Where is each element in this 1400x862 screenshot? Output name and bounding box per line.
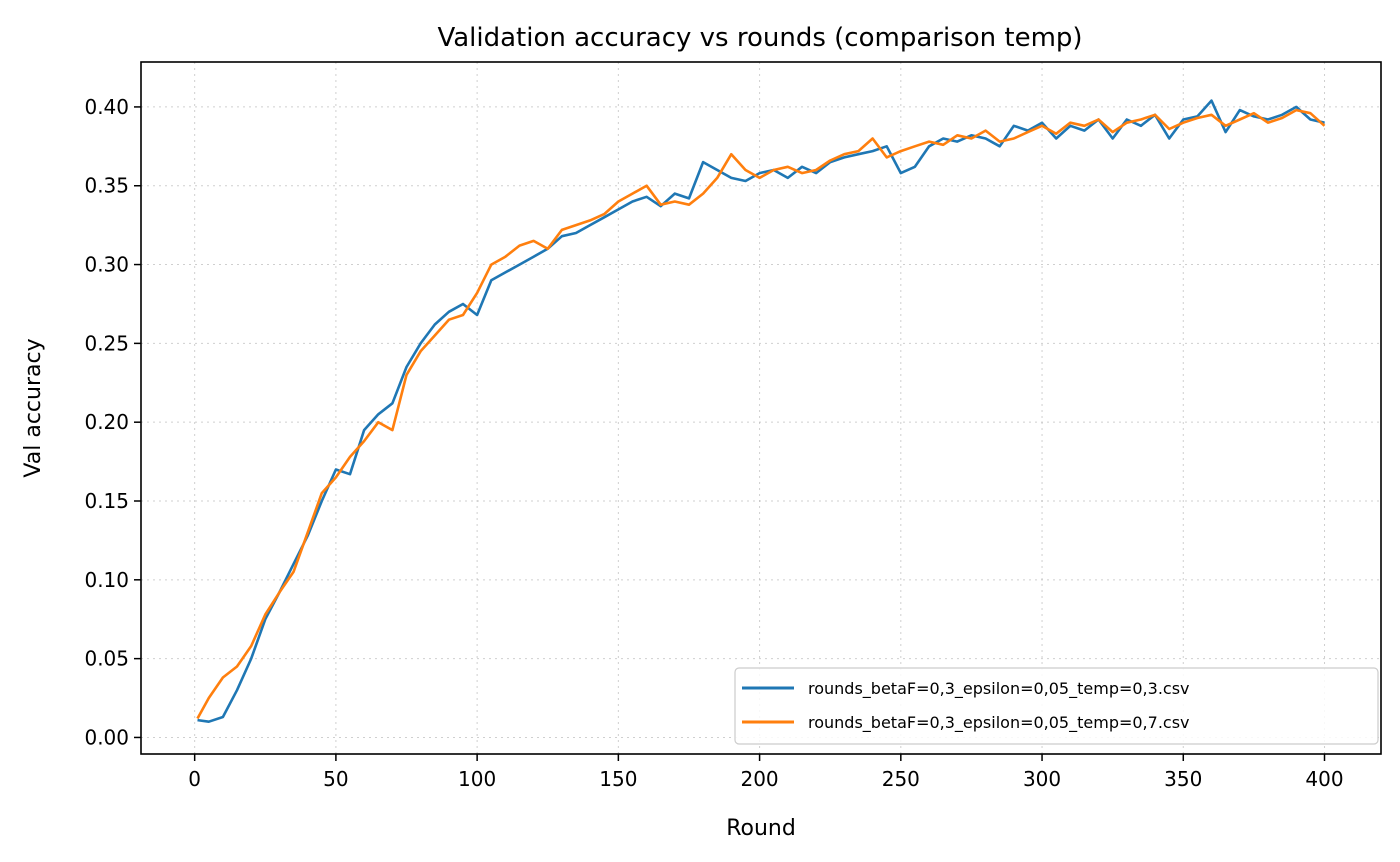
x-tick-label-200: 200: [740, 767, 778, 791]
x-axis-label: Round: [726, 816, 796, 841]
y-tick-label-4: 0.20: [84, 410, 129, 434]
x-tick-label-350: 350: [1164, 767, 1202, 791]
x-tick-label-250: 250: [882, 767, 920, 791]
x-tick-label-400: 400: [1305, 767, 1343, 791]
chart-title: Validation accuracy vs rounds (compariso…: [437, 23, 1082, 53]
y-tick-label-5: 0.25: [84, 331, 129, 355]
y-axis: 0.00 0.05 0.10 0.15 0.20 0.25 0.30 0.35 0.40: [84, 95, 141, 749]
series-layer: [196, 99, 1326, 724]
y-tick-label-6: 0.30: [84, 253, 129, 277]
y-tick-label-8: 0.40: [84, 95, 129, 119]
x-axis: 0 50 100 150 200 250 300 350 400: [188, 754, 1344, 791]
y-tick-label-1: 0.05: [84, 647, 129, 671]
x-tick-label-50: 50: [323, 767, 348, 791]
y-axis-label: Val accuracy: [21, 338, 46, 477]
y-tick-label-0: 0.00: [84, 725, 129, 749]
legend-box: [734, 667, 1379, 745]
legend-label-series-1: rounds_betaF=0,3_epsilon=0,05_temp=0,3.c…: [808, 679, 1190, 699]
plot-frame: [140, 61, 1382, 755]
x-tick-label-0: 0: [188, 767, 201, 791]
y-tick-label-2: 0.10: [84, 568, 129, 592]
series-line-2: [196, 108, 1326, 720]
grid: [141, 62, 1381, 754]
x-tick-label-150: 150: [599, 767, 637, 791]
series-line-1: [197, 99, 1325, 724]
y-tick-label-7: 0.35: [84, 174, 129, 198]
y-tick-label-3: 0.15: [84, 489, 129, 513]
legend: rounds_betaF=0,3_epsilon=0,05_temp=0,3.c…: [734, 667, 1379, 745]
legend-label-series-2: rounds_betaF=0,3_epsilon=0,05_temp=0,7.c…: [808, 713, 1190, 733]
x-tick-label-300: 300: [1023, 767, 1061, 791]
x-tick-label-100: 100: [458, 767, 496, 791]
